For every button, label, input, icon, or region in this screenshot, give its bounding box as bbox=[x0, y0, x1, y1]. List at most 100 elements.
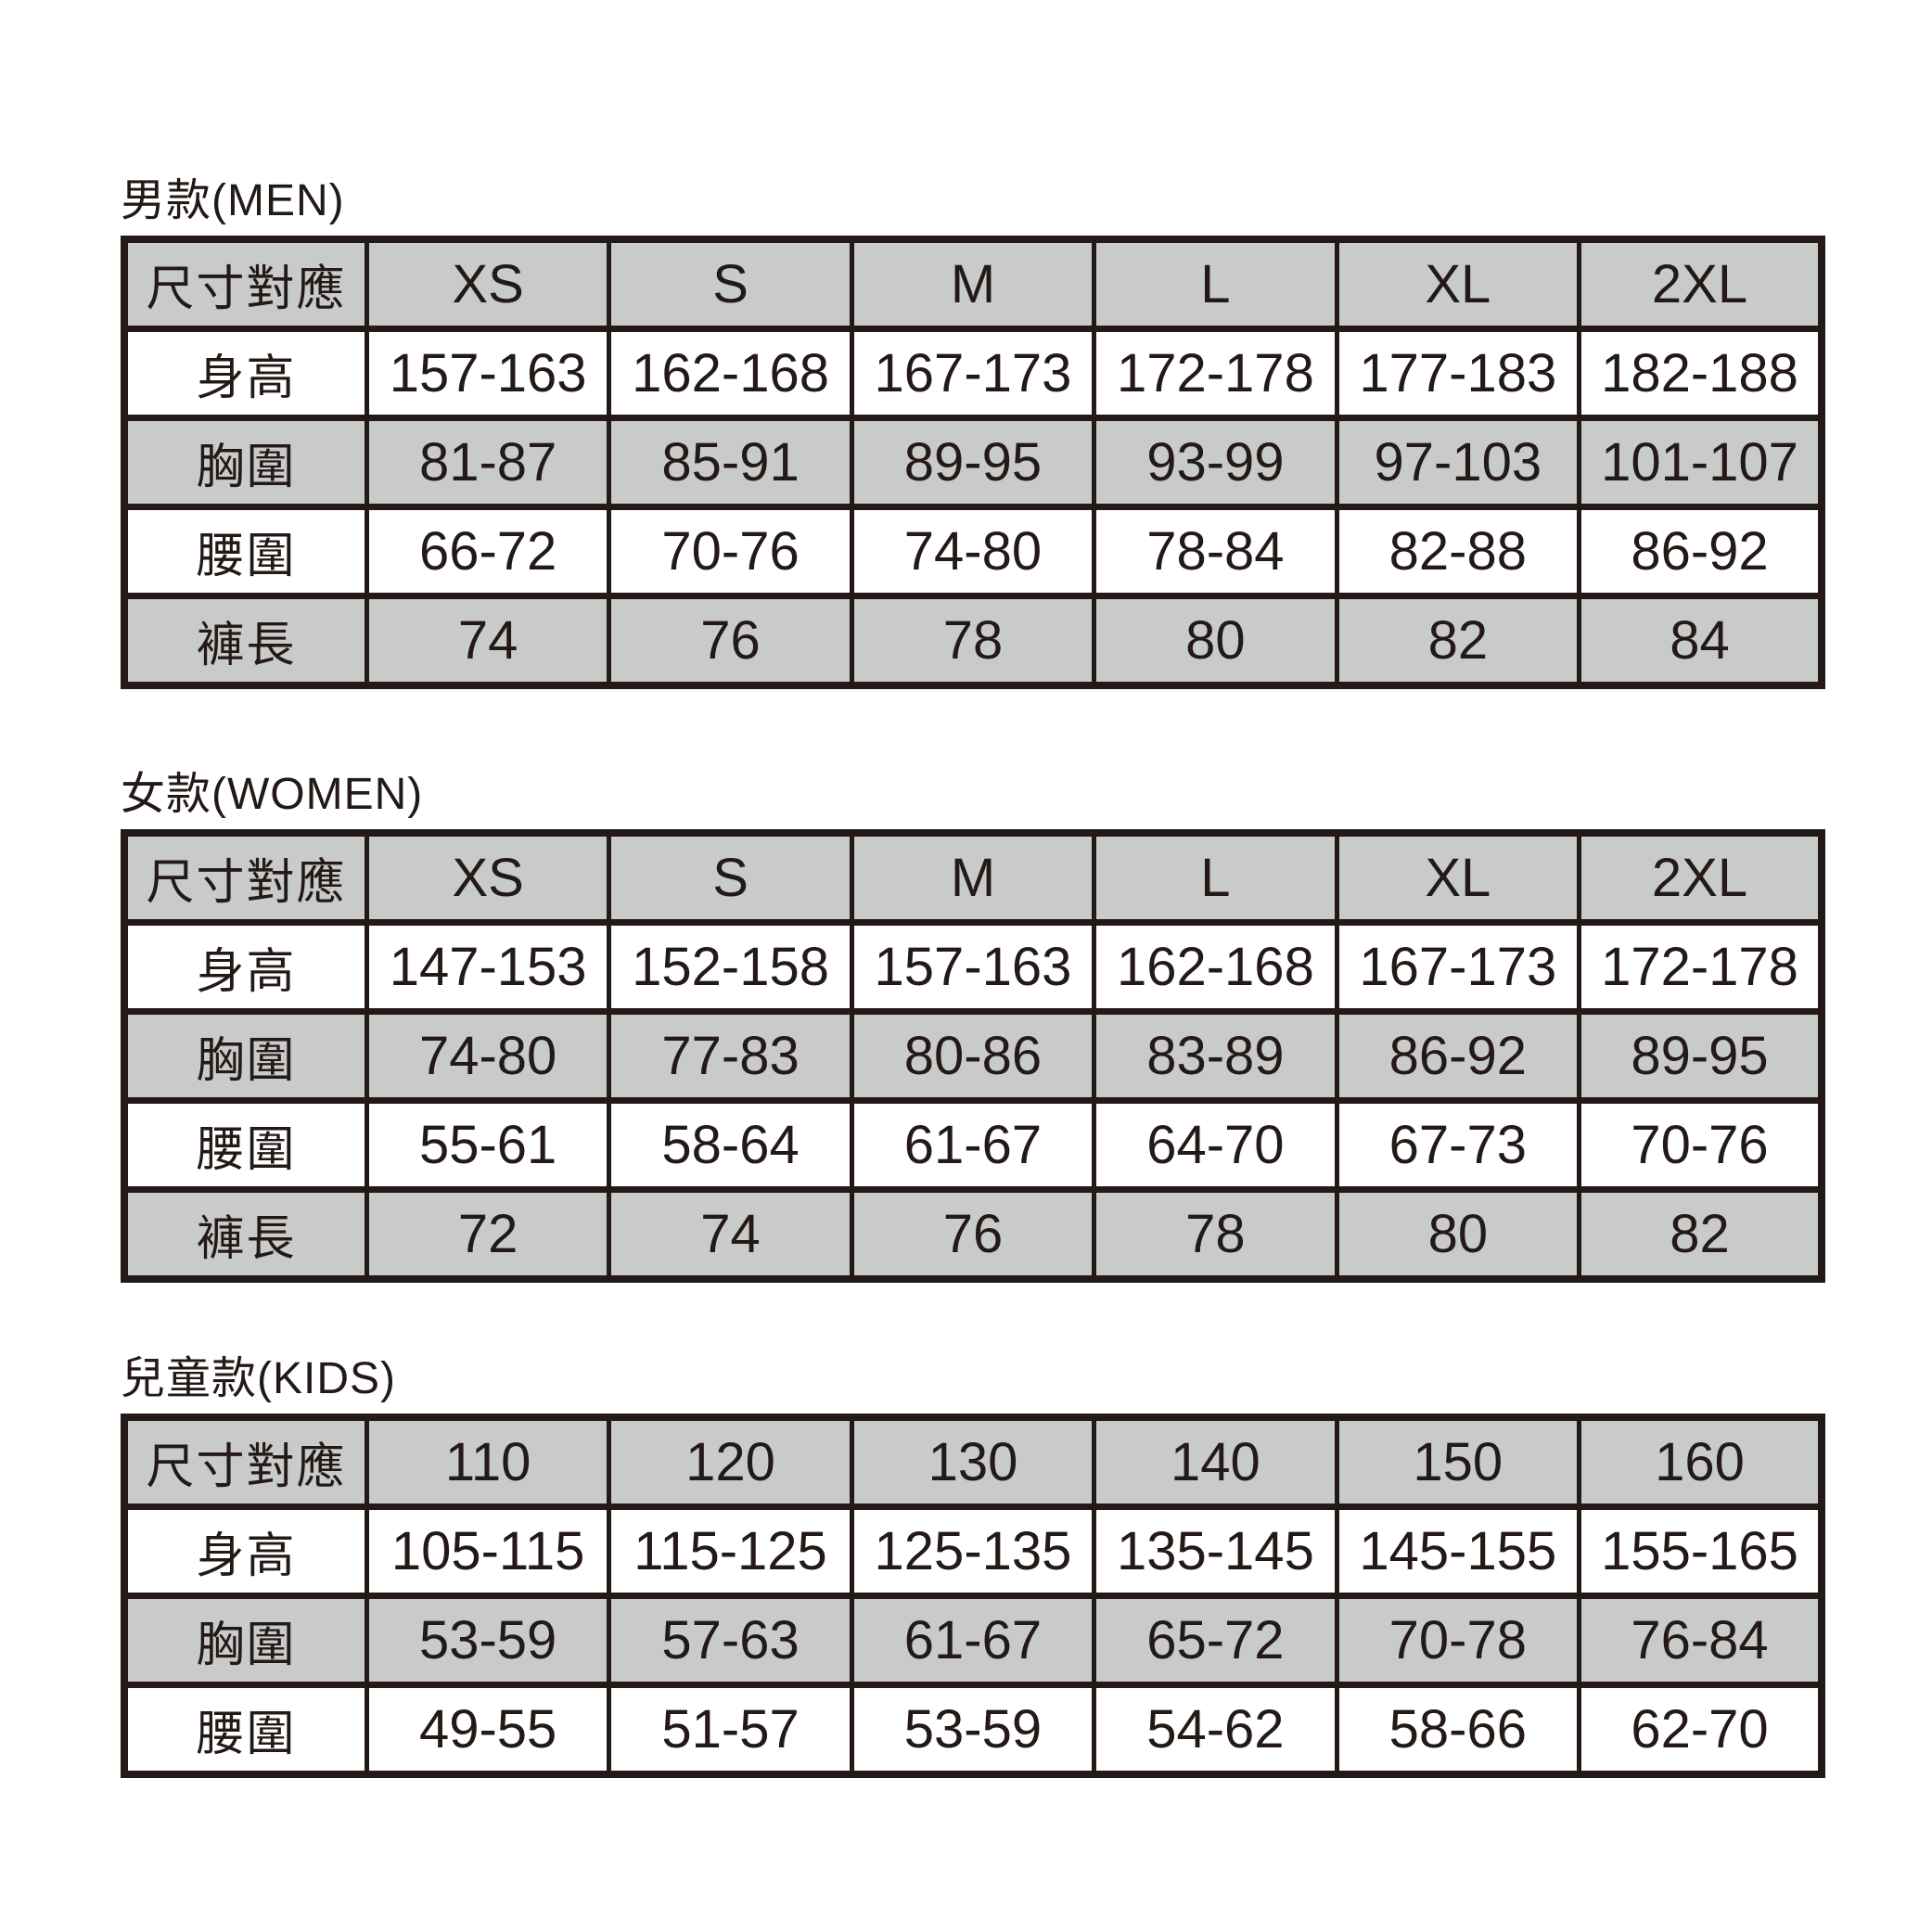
value-cell: 89-95 bbox=[849, 415, 1097, 510]
value-cell: 157-163 bbox=[364, 326, 612, 421]
kids-size-table: 尺寸對應 110 120 130 140 150 160 身高 105-115 115-125 12… bbox=[121, 1414, 1825, 1778]
value-cell: 125-135 bbox=[849, 1503, 1097, 1599]
value-cell: 105-115 bbox=[364, 1503, 612, 1599]
value-cell: 74 bbox=[607, 1186, 854, 1283]
value-cell: 64-70 bbox=[1092, 1097, 1339, 1193]
value-cell: 82 bbox=[1334, 593, 1582, 689]
value-cell: 74-80 bbox=[364, 1008, 612, 1104]
women-table-title: 女款(WOMEN) bbox=[121, 770, 424, 819]
row-label-cell: 胸圍 bbox=[122, 415, 369, 510]
size-header-cell: S bbox=[607, 829, 854, 926]
men-size-table: 尺寸對應 XS S M L XL 2XL 身高 157-163 162-168 167-173 172… bbox=[121, 236, 1825, 689]
row-label-cell: 胸圍 bbox=[122, 1008, 369, 1104]
women-size-table: 尺寸對應 XS S M L XL 2XL 身高 147-153 152-158 157-163 162… bbox=[121, 829, 1825, 1283]
value-cell: 172-178 bbox=[1092, 326, 1339, 421]
size-header-cell: M bbox=[849, 829, 1097, 926]
table-row: 腰圍 66-72 70-76 74-80 78-84 82-88 86-92 bbox=[122, 504, 1824, 599]
value-cell: 177-183 bbox=[1334, 326, 1582, 421]
value-cell: 82-88 bbox=[1334, 504, 1582, 599]
size-section-men: 男款(MEN) 尺寸對應 XS S M L XL 2XL 身高 157-163 162-168 16… bbox=[121, 174, 1825, 689]
size-header-cell: L bbox=[1092, 236, 1339, 332]
row-label-cell: 褲長 bbox=[122, 593, 369, 689]
size-section-kids: 兒童款(KIDS) 尺寸對應 110 120 130 140 150 160 身高 105-11… bbox=[121, 1352, 1825, 1778]
value-cell: 80 bbox=[1092, 593, 1339, 689]
value-cell: 74-80 bbox=[849, 504, 1097, 599]
row-label-cell: 腰圍 bbox=[122, 504, 369, 599]
value-cell: 86-92 bbox=[1334, 1008, 1582, 1104]
row-label-cell: 褲長 bbox=[122, 1186, 369, 1283]
value-cell: 49-55 bbox=[364, 1682, 612, 1778]
value-cell: 162-168 bbox=[607, 326, 854, 421]
size-header-cell: S bbox=[607, 236, 854, 332]
value-cell: 85-91 bbox=[607, 415, 854, 510]
value-cell: 172-178 bbox=[1577, 919, 1824, 1015]
value-cell: 74 bbox=[364, 593, 612, 689]
value-cell: 83-89 bbox=[1092, 1008, 1339, 1104]
value-cell: 82 bbox=[1577, 1186, 1824, 1283]
value-cell: 145-155 bbox=[1334, 1503, 1582, 1599]
value-cell: 58-66 bbox=[1334, 1682, 1582, 1778]
value-cell: 89-95 bbox=[1577, 1008, 1824, 1104]
value-cell: 61-67 bbox=[849, 1593, 1097, 1688]
value-cell: 78 bbox=[849, 593, 1097, 689]
table-row: 腰圍 55-61 58-64 61-67 64-70 67-73 70-76 bbox=[122, 1097, 1824, 1193]
size-header-cell: 2XL bbox=[1577, 236, 1824, 332]
value-cell: 182-188 bbox=[1577, 326, 1824, 421]
value-cell: 78-84 bbox=[1092, 504, 1339, 599]
row-label-cell: 胸圍 bbox=[122, 1593, 369, 1688]
value-cell: 167-173 bbox=[849, 326, 1097, 421]
size-corner-label-cell: 尺寸對應 bbox=[122, 1414, 369, 1510]
header-row: 尺寸對應 XS S M L XL 2XL bbox=[122, 236, 1824, 332]
value-cell: 80-86 bbox=[849, 1008, 1097, 1104]
value-cell: 51-57 bbox=[607, 1682, 854, 1778]
size-header-cell: 160 bbox=[1577, 1414, 1824, 1510]
table-row: 身高 157-163 162-168 167-173 172-178 177-183 182… bbox=[122, 326, 1824, 421]
value-cell: 70-78 bbox=[1334, 1593, 1582, 1688]
table-row: 褲長 72 74 76 78 80 82 bbox=[122, 1186, 1824, 1283]
value-cell: 80 bbox=[1334, 1186, 1582, 1283]
value-cell: 152-158 bbox=[607, 919, 854, 1015]
value-cell: 86-92 bbox=[1577, 504, 1824, 599]
value-cell: 77-83 bbox=[607, 1008, 854, 1104]
value-cell: 101-107 bbox=[1577, 415, 1824, 510]
size-header-cell: 130 bbox=[849, 1414, 1097, 1510]
value-cell: 97-103 bbox=[1334, 415, 1582, 510]
table-row: 身高 147-153 152-158 157-163 162-168 167-173 172… bbox=[122, 919, 1824, 1015]
value-cell: 54-62 bbox=[1092, 1682, 1339, 1778]
value-cell: 53-59 bbox=[849, 1682, 1097, 1778]
size-header-cell: XS bbox=[364, 236, 612, 332]
men-table-title: 男款(MEN) bbox=[121, 176, 345, 225]
value-cell: 62-70 bbox=[1577, 1682, 1824, 1778]
header-row: 尺寸對應 110 120 130 140 150 160 bbox=[122, 1414, 1824, 1510]
table-row: 胸圍 74-80 77-83 80-86 83-89 86-92 89-95 bbox=[122, 1008, 1824, 1104]
value-cell: 135-145 bbox=[1092, 1503, 1339, 1599]
value-cell: 167-173 bbox=[1334, 919, 1582, 1015]
value-cell: 65-72 bbox=[1092, 1593, 1339, 1688]
value-cell: 53-59 bbox=[364, 1593, 612, 1688]
value-cell: 70-76 bbox=[607, 504, 854, 599]
value-cell: 81-87 bbox=[364, 415, 612, 510]
row-label-cell: 身高 bbox=[122, 919, 369, 1015]
size-header-cell: 150 bbox=[1334, 1414, 1582, 1510]
value-cell: 66-72 bbox=[364, 504, 612, 599]
table-row: 胸圍 53-59 57-63 61-67 65-72 70-78 76-84 bbox=[122, 1593, 1824, 1688]
value-cell: 157-163 bbox=[849, 919, 1097, 1015]
size-header-cell: 110 bbox=[364, 1414, 612, 1510]
size-header-cell: M bbox=[849, 236, 1097, 332]
size-corner-label-cell: 尺寸對應 bbox=[122, 236, 369, 332]
size-header-cell: 2XL bbox=[1577, 829, 1824, 926]
value-cell: 155-165 bbox=[1577, 1503, 1824, 1599]
value-cell: 55-61 bbox=[364, 1097, 612, 1193]
value-cell: 70-76 bbox=[1577, 1097, 1824, 1193]
header-row: 尺寸對應 XS S M L XL 2XL bbox=[122, 829, 1824, 926]
value-cell: 76 bbox=[607, 593, 854, 689]
value-cell: 76-84 bbox=[1577, 1593, 1824, 1688]
size-header-cell: XL bbox=[1334, 236, 1582, 332]
row-label-cell: 腰圍 bbox=[122, 1682, 369, 1778]
row-label-cell: 腰圍 bbox=[122, 1097, 369, 1193]
value-cell: 58-64 bbox=[607, 1097, 854, 1193]
row-label-cell: 身高 bbox=[122, 326, 369, 421]
value-cell: 93-99 bbox=[1092, 415, 1339, 510]
value-cell: 115-125 bbox=[607, 1503, 854, 1599]
